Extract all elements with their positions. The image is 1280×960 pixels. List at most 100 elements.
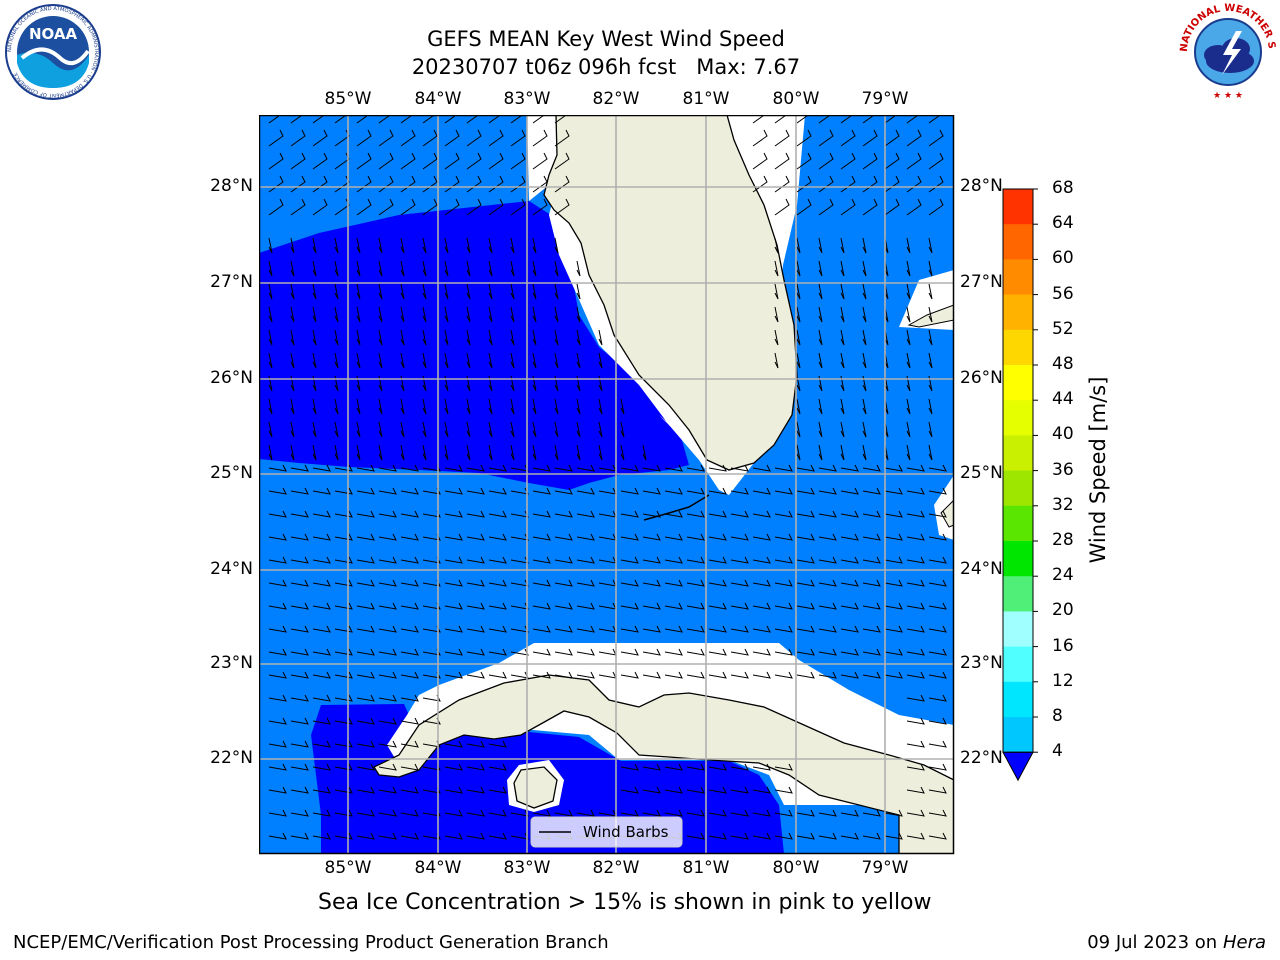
wind-barb (290, 398, 295, 415)
wind-barb (312, 464, 331, 472)
wind-barb (400, 444, 405, 461)
wind-barb (422, 175, 438, 193)
wind-barb (400, 375, 405, 392)
wind-barb (576, 625, 595, 633)
wind-barb (400, 832, 419, 840)
wind-barb (466, 671, 485, 679)
wind-barb (840, 809, 859, 817)
wind-barb (334, 579, 353, 587)
wind-barb (356, 809, 375, 817)
wind-barb (444, 556, 463, 564)
wind-barb (334, 464, 353, 472)
colorbar-tick-label: 32 (1052, 494, 1074, 515)
wind-barb (884, 510, 903, 518)
wind-barb (840, 671, 859, 679)
wind-barb (928, 694, 947, 702)
wind-barb (840, 579, 859, 587)
wind-barb (444, 832, 463, 840)
wind-barb (686, 786, 705, 794)
wind-barb (510, 533, 529, 541)
colorbar-label: Wind Speed [m/s] (1086, 376, 1110, 564)
wind-barb (290, 129, 306, 147)
wind-barb (818, 671, 837, 679)
wind-barb (378, 198, 394, 216)
wind-barb (268, 533, 287, 541)
wind-barb (312, 283, 317, 300)
colorbar-tick-label: 40 (1052, 424, 1074, 445)
wind-barb (928, 625, 947, 633)
wind-barb (466, 740, 485, 748)
lon-tick-label-bot: 81°W (682, 858, 730, 878)
wind-barb (400, 421, 405, 438)
wind-barb (378, 175, 394, 193)
wind-barb (290, 786, 309, 794)
wind-barb (840, 487, 859, 495)
wind-barb (334, 556, 353, 564)
map-legend: Wind Barbs (530, 816, 683, 848)
colorbar-extend (1002, 751, 1034, 782)
wind-barb (818, 129, 834, 147)
wind-barb (334, 602, 353, 610)
wind-barb (906, 809, 925, 817)
wind-barb (510, 329, 515, 346)
wind-barb (774, 487, 793, 495)
wind-barb (840, 283, 845, 300)
wind-barb (554, 533, 573, 541)
wind-barb (818, 832, 837, 840)
wind-barb (444, 809, 463, 817)
wind-barb (378, 832, 397, 840)
wind-barb (466, 398, 471, 415)
wind-barb (620, 602, 639, 610)
wind-barb (774, 786, 793, 794)
wind-barb (378, 510, 397, 518)
wind-barb (334, 533, 353, 541)
wind-barb (642, 510, 661, 518)
wind-barb (884, 306, 889, 323)
wind-barb (268, 625, 287, 633)
wind-barb (840, 398, 845, 415)
wind-barb (334, 444, 339, 461)
wind-barb (576, 556, 595, 564)
wind-barb (466, 832, 485, 840)
wind-barb (884, 129, 900, 147)
wind-barb (400, 237, 405, 254)
colorbar-tick-label: 68 (1052, 178, 1074, 198)
wind-barb (400, 283, 405, 300)
wind-barb (378, 260, 383, 277)
wind-barb (664, 487, 683, 495)
wind-barb (378, 398, 383, 415)
wind-barb (312, 809, 331, 817)
wind-barb (466, 533, 485, 541)
wind-barb (818, 648, 837, 656)
wind-barb (576, 398, 581, 415)
wind-barb (862, 260, 867, 277)
lon-tick-label-bot: 80°W (772, 858, 820, 878)
wind-barb (554, 398, 559, 415)
wind-barb (884, 352, 889, 369)
colorbar-tick-label: 48 (1052, 354, 1074, 374)
wind-barb (840, 260, 845, 277)
wind-barb (796, 352, 801, 369)
wind-barb (532, 556, 551, 564)
wind-barb (444, 444, 449, 461)
wind-barb (862, 487, 881, 495)
wind-barb (444, 115, 458, 124)
footer-date: 09 Jul 2023 on (1087, 932, 1223, 953)
wind-barb (312, 421, 317, 438)
wind-barb (576, 648, 595, 656)
wind-barb (796, 464, 815, 472)
wind-barb (312, 763, 331, 771)
wind-barb (334, 763, 353, 771)
lat-tick-label-right: 23°N (960, 653, 1003, 673)
lon-tick-label-bot: 79°W (861, 858, 909, 878)
wind-barb (818, 464, 837, 472)
wind-barb (730, 671, 749, 679)
wind-barb (840, 648, 859, 656)
wind-barb (488, 786, 507, 794)
lat-tick-label-left: 22°N (210, 748, 253, 768)
wind-barb (510, 625, 529, 633)
lat-tick-label-left: 27°N (210, 272, 253, 292)
wind-barb (796, 421, 801, 438)
wind-barb (510, 464, 529, 472)
wind-barb (444, 175, 460, 193)
